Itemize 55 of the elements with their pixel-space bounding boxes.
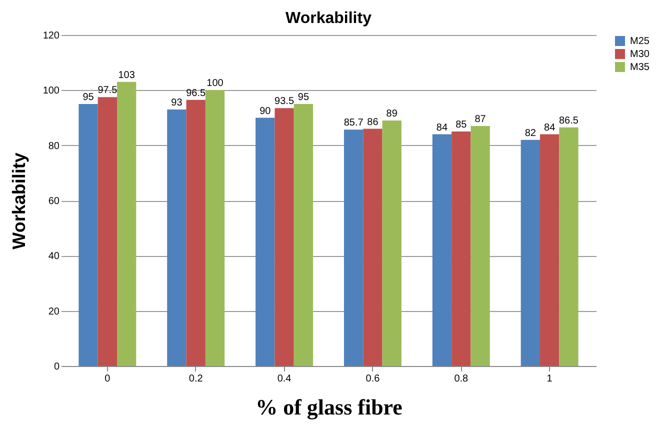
- data-label: 86: [367, 116, 379, 128]
- bar: [98, 97, 118, 366]
- bar: [167, 109, 186, 366]
- legend-label: M25: [630, 36, 650, 47]
- bar: [117, 82, 136, 366]
- y-tick-label: 60: [48, 196, 60, 207]
- x-tick-label: 0.4: [277, 374, 292, 384]
- x-tick-label: 0.6: [366, 374, 380, 384]
- bar: [432, 134, 452, 366]
- bar: [78, 104, 98, 366]
- y-tick-label: 120: [42, 30, 60, 42]
- data-label: 85.7: [344, 118, 364, 129]
- x-tick-label: 0.8: [454, 374, 469, 384]
- data-label: 86.5: [559, 115, 579, 126]
- bar: [274, 108, 294, 366]
- y-tick-label: 40: [48, 251, 60, 262]
- data-label: 103: [118, 70, 136, 81]
- chart-title: Workability: [286, 10, 372, 27]
- y-tick-label: 80: [48, 140, 60, 152]
- bar: [540, 134, 560, 366]
- data-label: 89: [386, 108, 398, 120]
- data-label: 93.5: [274, 96, 294, 108]
- bar: [520, 140, 540, 366]
- data-label: 82: [524, 128, 536, 139]
- x-axis-title: % of glass fibre: [256, 394, 403, 420]
- bar: [559, 127, 578, 366]
- data-label: 84: [544, 122, 556, 134]
- data-label: 100: [206, 78, 224, 90]
- bar: [470, 126, 490, 366]
- y-tick-label: 100: [42, 86, 60, 97]
- y-tick-label: 20: [48, 306, 60, 318]
- data-label: 96.5: [186, 88, 206, 99]
- data-label: 95: [298, 92, 310, 103]
- legend-label: M35: [630, 62, 650, 73]
- bar: [363, 128, 382, 366]
- data-label: 93: [171, 97, 183, 108]
- data-label: 84: [436, 122, 448, 134]
- x-tick-label: 0.2: [188, 374, 204, 384]
- bar: [294, 104, 314, 366]
- data-label: 85: [456, 120, 468, 131]
- bar: [382, 120, 402, 366]
- bar: [452, 132, 471, 366]
- bar: [256, 118, 275, 366]
- bar: [186, 100, 206, 366]
- x-tick-label: 1: [546, 374, 553, 384]
- y-axis-title: Workability: [8, 152, 29, 250]
- bar: [344, 130, 364, 366]
- x-tick-label: 0: [104, 374, 111, 384]
- legend-label: M30: [630, 49, 650, 60]
- y-tick-label: 0: [54, 362, 60, 372]
- data-label: 87: [474, 114, 486, 126]
- data-label: 97.5: [98, 85, 118, 96]
- data-label: 95: [82, 92, 94, 103]
- data-label: 90: [260, 106, 272, 117]
- bar: [205, 90, 225, 366]
